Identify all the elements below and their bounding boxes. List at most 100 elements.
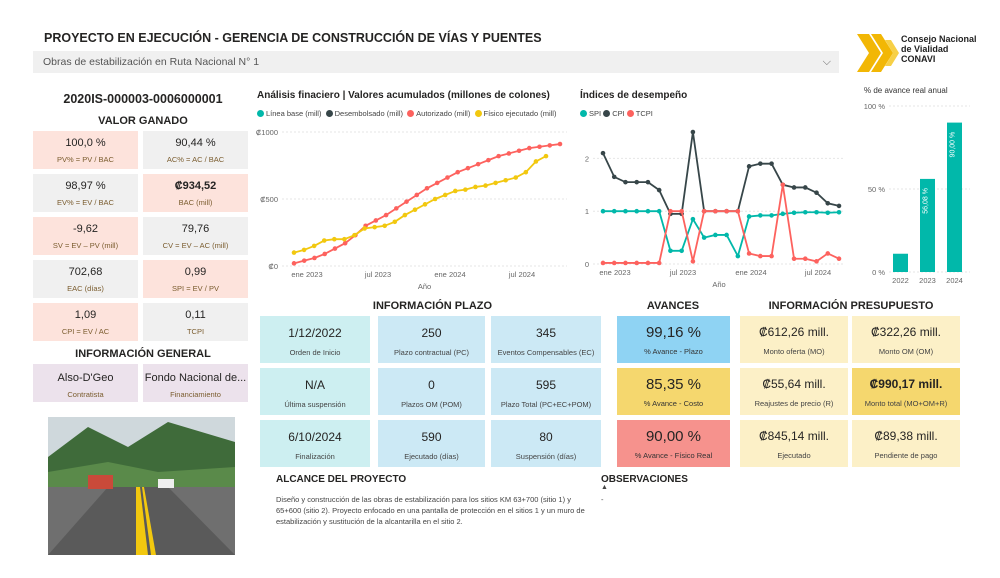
- data-point: [414, 192, 420, 198]
- data-point: [791, 185, 797, 190]
- data-point: [623, 260, 628, 266]
- data-point: [836, 203, 842, 209]
- avance-card-2-value: 85,35 %: [645, 376, 702, 393]
- avance-card-1-label: % Avance - Plazo: [644, 347, 703, 356]
- chevron-down-icon[interactable]: ⌵: [822, 56, 831, 68]
- y-tick-label: ₡0: [268, 262, 278, 271]
- data-point: [623, 179, 628, 185]
- data-point: [814, 259, 819, 264]
- data-point: [634, 260, 640, 266]
- data-point: [473, 184, 478, 190]
- plazo-card-8-value: 590: [421, 430, 442, 444]
- data-point: [496, 153, 501, 159]
- data-point: [600, 260, 606, 266]
- plazo-card-9-value: 80: [539, 430, 553, 444]
- x-tick-label: ene 2023: [599, 268, 630, 277]
- data-point: [769, 213, 774, 218]
- data-point: [825, 200, 831, 206]
- series-line-f-sico-ejecutado-mill-: [293, 155, 547, 254]
- sort-up-icon[interactable]: ▲: [601, 484, 608, 491]
- presupuesto-card-1-value: ₡612,26 mill.: [758, 325, 830, 339]
- data-point: [735, 253, 741, 259]
- data-point: [713, 232, 718, 238]
- plazo-card-3: 345 Eventos Compensables (EC): [491, 316, 601, 363]
- x-tick-label: 2024: [946, 276, 963, 285]
- valor-ganado-card-10-value: 0,11: [185, 309, 206, 321]
- presupuesto-card-6-label: Pendiente de pago: [874, 451, 938, 460]
- data-point: [724, 208, 729, 214]
- valor-ganado-card-2-label: AC% = AC / BAC: [166, 155, 225, 164]
- presupuesto-card-4-value: ₡990,17 mill.: [869, 377, 943, 391]
- valor-ganado-card-7-value: 702,68: [68, 266, 103, 278]
- presupuesto-card-4-label: Monto total (MO+OM+R): [864, 399, 948, 408]
- valor-ganado-card-3: 98,97 % EV% = EV / BAC: [33, 174, 138, 212]
- data-point: [301, 247, 307, 253]
- plazo-card-7-value: 6/10/2024: [288, 430, 342, 444]
- presupuesto-card-3: ₡55,64 mill. Reajustes de precio (R): [740, 368, 848, 415]
- presupuesto-card-5: ₡845,14 mill. Ejecutado: [740, 420, 848, 467]
- project-id: 2020IS-000003-0006000001: [63, 92, 223, 106]
- data-point: [442, 192, 448, 198]
- valor-ganado-card-6-label: CV = EV – AC (mill): [162, 241, 229, 250]
- legend-dot-icon: [474, 110, 482, 117]
- data-point: [802, 185, 808, 190]
- data-point: [311, 243, 317, 249]
- avance-card-2-label: % Avance - Costo: [643, 399, 704, 408]
- legend-item-autorizado: Autorizado (mill): [407, 109, 470, 118]
- y-tick-label: 1: [585, 207, 589, 216]
- legend-item-spi: SPI: [580, 109, 601, 118]
- valor-ganado-card-10-label: TCPI: [186, 327, 205, 336]
- presupuesto-card-4: ₡990,17 mill. Monto total (MO+OM+R): [852, 368, 960, 415]
- presupuesto-card-2: ₡322,26 mill. Monto OM (OM): [852, 316, 960, 363]
- data-point: [791, 256, 797, 262]
- data-point: [690, 216, 696, 222]
- avance-card-3-value: 90,00 %: [645, 428, 702, 445]
- data-point: [701, 208, 707, 214]
- plazo-card-1: 1/12/2022 Orden de Inicio: [260, 316, 370, 363]
- valor-ganado-card-9: 1,09 CPI = EV / AC: [33, 303, 138, 341]
- data-point: [547, 143, 553, 148]
- presupuesto-card-5-label: Ejecutado: [777, 451, 811, 460]
- data-point: [758, 161, 763, 166]
- data-point: [600, 208, 606, 214]
- valor-ganado-card-1-value: 100,0 %: [65, 137, 106, 149]
- financiamiento-card: Fondo Nacional de... Financiamiento: [143, 364, 248, 402]
- x-tick-label: jul 2024: [508, 270, 535, 279]
- valor-ganado-card-2-value: 90,44 %: [175, 137, 216, 149]
- plazo-card-4-label: Última suspensión: [284, 400, 346, 409]
- plazo-card-7-label: Finalización: [295, 452, 335, 461]
- data-point: [645, 260, 651, 266]
- avance-card-3-label: % Avance - Físico Real: [634, 451, 713, 460]
- presupuesto-card-6-value: ₡89,38 mill.: [874, 429, 938, 443]
- avances-title: AVANCES: [646, 300, 700, 312]
- project-dropdown[interactable]: Obras de estabilización en Ruta Nacional…: [33, 51, 839, 73]
- data-point: [432, 196, 438, 202]
- data-point: [656, 208, 662, 214]
- performance-chart: 0 1 2 ene 2023 jul 2023 ene 2024 jul 2024 Año: [585, 129, 845, 289]
- legend-dot-icon: [626, 110, 634, 117]
- presupuesto-card-5-value: ₡845,14 mill.: [758, 429, 830, 443]
- financiamiento-label: Financiamiento: [170, 390, 221, 399]
- data-point: [735, 208, 741, 214]
- data-point: [656, 187, 662, 193]
- observaciones-text: -: [601, 495, 604, 504]
- data-point: [836, 256, 842, 262]
- data-point: [634, 179, 640, 185]
- data-point: [746, 214, 752, 219]
- legend-dot-icon: [325, 110, 333, 117]
- data-point: [611, 208, 617, 214]
- presupuesto-card-2-label: Monto OM (OM): [878, 347, 934, 356]
- plazo-card-5-value: 0: [428, 378, 435, 392]
- valor-ganado-card-9-value: 1,09: [74, 309, 97, 321]
- presupuesto-card-3-value: ₡55,64 mill.: [762, 377, 826, 391]
- alcance-title: ALCANCE DEL PROYECTO: [276, 474, 407, 485]
- valor-ganado-card-6: 79,76 CV = EV – AC (mill): [143, 217, 248, 255]
- data-point: [513, 175, 519, 180]
- plazo-card-8-label: Ejecutado (días): [404, 452, 459, 461]
- data-point: [623, 208, 628, 214]
- valor-ganado-card-5-label: SV = EV – PV (mill): [52, 241, 119, 250]
- annual-bar-chart: 0 % 50 % 100 % 2022 2023 56,08 % 2024 90,00 %: [864, 102, 970, 285]
- data-point: [424, 185, 430, 191]
- data-point: [332, 246, 338, 251]
- y-tick-label: 0 %: [872, 268, 885, 277]
